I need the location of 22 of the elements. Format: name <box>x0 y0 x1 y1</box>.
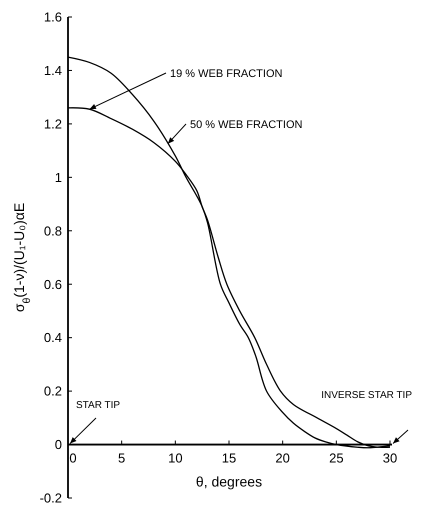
x-axis-title: θ, degrees <box>196 474 262 490</box>
y-tick-label: 1 <box>54 170 62 185</box>
annotation: STAR TIP <box>76 400 120 411</box>
y-tick-label: 0.4 <box>44 330 62 346</box>
annotation: INVERSE STAR TIP <box>321 390 412 401</box>
y-tick-label: 0.8 <box>44 223 62 238</box>
x-tick-label: 5 <box>118 450 126 466</box>
y-tick-label: 1.4 <box>44 62 62 78</box>
y-tick-label: 1.2 <box>44 116 62 132</box>
x-tick-label: 15 <box>222 450 236 466</box>
y-tick-label: -0.2 <box>40 490 62 505</box>
y-tick-label: 0.6 <box>44 276 62 292</box>
x-tick-label: 30 <box>382 450 398 466</box>
x-tick-label: 10 <box>168 450 183 466</box>
x-tick-label: 20 <box>275 450 290 466</box>
text: 19 % WEB FRACTION <box>170 68 283 80</box>
y-tick-label: 1.6 <box>44 10 62 25</box>
y-tick-label: 0.2 <box>44 384 62 399</box>
text: 50 % WEB FRACTION <box>190 118 303 131</box>
x-tick-label: 0 <box>69 450 77 466</box>
y-tick-label: 0 <box>54 437 62 452</box>
x-tick-label: 25 <box>329 450 344 466</box>
